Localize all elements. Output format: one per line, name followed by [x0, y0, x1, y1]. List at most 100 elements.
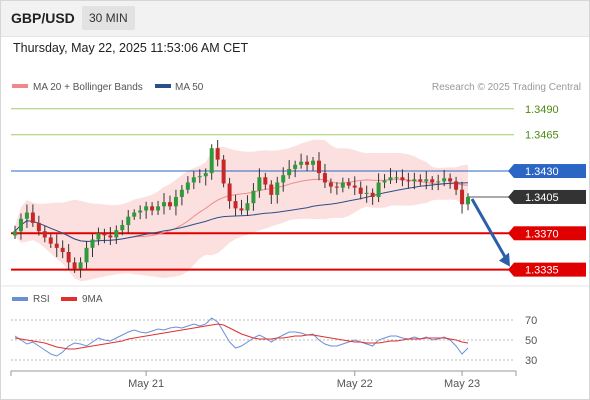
candle-body: [24, 212, 29, 219]
candle-body: [364, 192, 369, 194]
candle-body: [173, 196, 178, 207]
target-level-label: 1.3465: [525, 130, 559, 142]
level-labels-layer: 1.3490 1.3465 1.3430 1.3405 1.3370 1.3335: [508, 104, 586, 277]
candle-body: [448, 178, 453, 182]
candle: [66, 244, 71, 270]
candle: [197, 169, 202, 184]
candle: [460, 181, 465, 214]
candle-body: [352, 185, 357, 188]
candle: [442, 169, 447, 187]
candle-body: [400, 177, 405, 181]
watermark: Research © 2025 Trading Central: [432, 82, 581, 93]
candle: [233, 194, 238, 216]
chart-timestamp: Thursday, May 22, 2025 11:53:06 AM CET: [13, 41, 249, 55]
candle: [358, 181, 363, 200]
candle: [150, 202, 155, 216]
candle-body: [191, 177, 196, 183]
candle-body: [42, 231, 47, 238]
candle-body: [78, 262, 83, 269]
candle: [209, 144, 214, 180]
resistance-level-pointer: [508, 164, 514, 179]
candle-body: [227, 183, 232, 202]
candle: [316, 152, 321, 181]
candle: [436, 174, 441, 191]
candle: [251, 183, 256, 211]
candle-body: [60, 247, 65, 252]
candle-body: [138, 210, 143, 213]
candle: [162, 193, 167, 215]
interval-button[interactable]: 30 MIN: [82, 6, 135, 30]
candle: [340, 177, 345, 193]
candle: [138, 205, 143, 220]
candle: [167, 195, 172, 210]
candle: [382, 174, 387, 189]
candle: [269, 180, 274, 204]
candle: [364, 185, 369, 203]
candle: [400, 169, 405, 187]
candle-body: [269, 184, 274, 195]
legend-label-rsi: RSI: [33, 294, 50, 305]
candle: [24, 204, 29, 228]
candle-body: [66, 251, 71, 263]
candles-layer: [13, 140, 470, 278]
candle-body: [239, 208, 244, 211]
support-level-box: [514, 226, 586, 241]
candle-body: [251, 190, 256, 204]
candle: [60, 240, 65, 259]
candle-body: [430, 179, 435, 183]
candle-body: [305, 161, 310, 165]
candle: [281, 167, 286, 192]
candle-body: [287, 168, 292, 176]
candle: [13, 225, 17, 240]
x-tick-label: May 21: [128, 378, 164, 390]
candle-body: [72, 262, 77, 269]
legend-swatch-ma20: [12, 84, 28, 88]
legend-swatch-rsi: [12, 297, 28, 301]
candle: [72, 257, 77, 273]
candle-body: [233, 201, 238, 209]
legend-swatch-ma50: [155, 84, 171, 88]
resistance-level-label: 1.3430: [525, 166, 559, 178]
candle: [239, 199, 244, 215]
candle: [394, 171, 399, 184]
candle-body: [281, 175, 286, 183]
candle-body: [185, 182, 190, 190]
candle-body: [340, 182, 345, 188]
candle-body: [215, 148, 220, 160]
candle-body: [442, 178, 447, 182]
candle-body: [13, 231, 17, 236]
projection-layer: [470, 198, 510, 267]
candle-body: [114, 230, 119, 238]
candle-body: [299, 161, 304, 165]
candle: [376, 173, 381, 203]
candle-body: [346, 182, 351, 186]
current-level-pointer: [508, 189, 514, 204]
candle: [293, 160, 298, 178]
price-levels-layer: [11, 108, 514, 271]
legend-label-9ma: 9MA: [82, 294, 103, 305]
candle: [311, 157, 316, 171]
candle: [466, 193, 470, 211]
support-level-box: [514, 262, 586, 277]
candle: [120, 220, 125, 236]
candle: [346, 178, 351, 189]
price-legend: MA 20 + Bollinger Bands MA 50 Research ©…: [12, 82, 581, 93]
candle-body: [460, 189, 465, 205]
x-axis: May 21 May 22 May 23: [10, 370, 517, 390]
candle: [144, 201, 149, 219]
candle-body: [293, 164, 298, 169]
candle: [42, 225, 47, 243]
candle-body: [328, 182, 333, 187]
rsi-tick-label: 50: [525, 335, 537, 347]
candle-body: [48, 237, 53, 244]
candle-body: [132, 212, 137, 217]
support-level-pointer: [508, 226, 514, 241]
candle-body: [424, 179, 429, 182]
candle: [215, 140, 220, 167]
candle-body: [263, 177, 268, 185]
candle-body: [436, 181, 441, 183]
candle: [126, 210, 131, 234]
support-level-label: 1.3335: [525, 265, 559, 277]
x-tick-label: May 22: [337, 378, 373, 390]
